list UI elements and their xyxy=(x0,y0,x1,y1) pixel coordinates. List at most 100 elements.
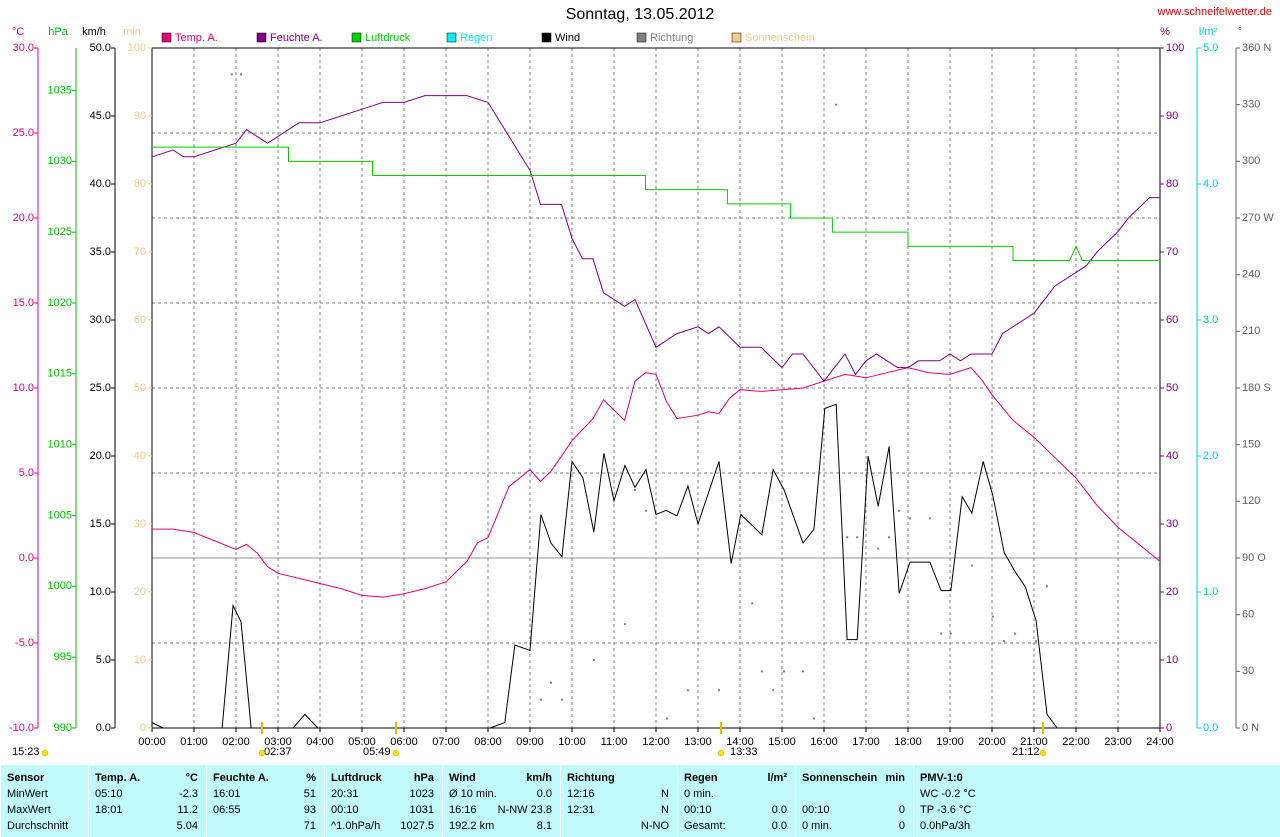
y-tick-label: 30.0 xyxy=(90,314,111,326)
legend-label: Luftdruck xyxy=(365,32,411,44)
legend-swatch xyxy=(161,32,172,43)
y-tick-label: 45.0 xyxy=(90,110,111,122)
direction-dot xyxy=(835,103,838,106)
direction-dot xyxy=(1014,632,1017,635)
table-column: PMV-1:0 WC -0.2 °C TP -3.6 °C 0.0hPa/3h xyxy=(913,765,1280,837)
column-header: hPa xyxy=(413,772,434,784)
y-tick-label: 1005 xyxy=(48,509,72,521)
x-tick-label: 00:00 xyxy=(138,736,166,748)
y-tick-label: 35.0 xyxy=(90,246,111,258)
y-tick-label: 10 xyxy=(134,654,146,666)
table-cell: 16:01 xyxy=(213,788,241,800)
sun-icon xyxy=(258,749,266,757)
table-cell: 0.0 xyxy=(536,788,552,800)
table-column: Wind km/h Ø 10 min. 0.0 16:16 N-NW 23.8 192.2 … xyxy=(442,765,560,837)
y-tick-label: 0.0 xyxy=(96,722,111,734)
x-tick-label: 10:00 xyxy=(558,736,586,748)
table-cell: 0 xyxy=(898,804,905,816)
y-tick-label: 330 xyxy=(1242,99,1260,111)
y-tick-label: 1020 xyxy=(48,297,72,309)
x-tick-label: 23:00 xyxy=(1104,736,1132,748)
table-cell: 00:10 xyxy=(331,804,359,816)
y-tick-label: 25.0 xyxy=(90,382,111,394)
table-cell: 06:55 xyxy=(213,804,241,816)
axis-unit: l/m² xyxy=(1199,26,1218,38)
x-tick-label: 09:00 xyxy=(516,736,544,748)
table-column: Regen l/m² 0 min. 00:10 0.0 Gesamt: 0.0 xyxy=(677,765,795,837)
table-cell: TP -3.6 °C xyxy=(920,804,972,816)
y-tick-label: 1015 xyxy=(48,368,72,380)
legend-label: Richtung xyxy=(650,32,693,44)
table-cell: Ø 10 min. xyxy=(449,788,497,800)
legend-label: Regen xyxy=(460,32,492,44)
y-tick-label: 80 xyxy=(1166,178,1178,190)
direction-dot xyxy=(751,602,754,605)
direction-dot xyxy=(783,670,786,673)
y-tick-label: 70 xyxy=(1166,246,1178,258)
direction-dot xyxy=(877,547,880,550)
y-tick-label: 20 xyxy=(134,586,146,598)
x-tick-label: 11:00 xyxy=(601,736,628,748)
y-tick-label: 0.0 xyxy=(1203,722,1218,734)
x-tick-label: 12:00 xyxy=(642,736,670,748)
direction-dot xyxy=(970,564,973,567)
y-tick-label: 0 xyxy=(140,722,146,734)
column-header: Luftdruck xyxy=(331,772,382,784)
annotation: 02:37 xyxy=(264,746,292,758)
direction-dot xyxy=(772,689,775,692)
y-tick-label: 15.0 xyxy=(90,518,111,530)
y-tick-label: 100 xyxy=(128,42,146,54)
legend-label: Feuchte A. xyxy=(270,32,323,44)
table-cell: MaxWert xyxy=(7,804,51,816)
y-tick-label: 20.0 xyxy=(13,212,34,224)
y-tick-label: 15.0 xyxy=(13,297,34,309)
y-tick-label: 2.0 xyxy=(1203,450,1218,462)
series-line xyxy=(152,367,1161,598)
column-header: Richtung xyxy=(567,772,615,784)
legend-swatch xyxy=(351,32,362,43)
table-cell: 93 xyxy=(303,804,316,816)
x-tick-label: 13:00 xyxy=(684,736,712,748)
direction-dot xyxy=(686,689,689,692)
legend-swatch xyxy=(636,32,647,43)
table-cell: 18:01 xyxy=(95,804,123,816)
legend-swatch xyxy=(446,32,457,43)
x-tick-label: 15:00 xyxy=(768,736,796,748)
y-tick-label: 40.0 xyxy=(90,178,111,190)
direction-dot xyxy=(230,73,233,76)
table-cell: 11.2 xyxy=(177,804,198,816)
table-cell: 12:31 xyxy=(567,804,595,816)
y-tick-label: 40 xyxy=(134,450,146,462)
direction-dot xyxy=(909,517,912,520)
annotation: 15:23 xyxy=(12,746,40,758)
table-cell: 20:31 xyxy=(331,788,359,800)
column-header: °C xyxy=(185,772,198,784)
y-tick-label: 70 xyxy=(134,246,146,258)
table-cell: -2.3 xyxy=(179,788,198,800)
y-tick-label: 20 xyxy=(1166,586,1178,598)
direction-dot xyxy=(539,698,542,701)
x-tick-label: 20:00 xyxy=(978,736,1006,748)
axis-unit: min xyxy=(123,26,141,38)
legend-swatch xyxy=(256,32,267,43)
table-cell: 1031 xyxy=(409,804,434,816)
y-tick-label: 90 xyxy=(1166,110,1178,122)
x-tick-label: 08:00 xyxy=(474,736,502,748)
column-header: km/h xyxy=(526,772,552,784)
column-header: Feuchte A. xyxy=(213,772,269,784)
axis-unit: % xyxy=(1160,26,1170,38)
y-tick-label: 90 xyxy=(134,110,146,122)
table-cell: 5.04 xyxy=(176,820,198,832)
column-header: Sensor xyxy=(7,772,45,784)
y-tick-label: 1035 xyxy=(48,84,72,96)
x-tick-label: 24:00 xyxy=(1146,736,1174,748)
legend-swatch xyxy=(541,32,552,43)
table-column: Feuchte A.% 16:01 51 06:55 93 71 xyxy=(206,765,324,837)
table-cell: 8.1 xyxy=(536,820,552,832)
y-tick-label: 210 xyxy=(1242,325,1260,337)
table-cell: 1027.5 xyxy=(400,820,434,832)
direction-dot xyxy=(928,517,931,520)
table-cell: 12:16 xyxy=(567,788,595,800)
chart-title: Sonntag, 13.05.2012 xyxy=(566,6,715,23)
direction-dot xyxy=(644,509,647,512)
